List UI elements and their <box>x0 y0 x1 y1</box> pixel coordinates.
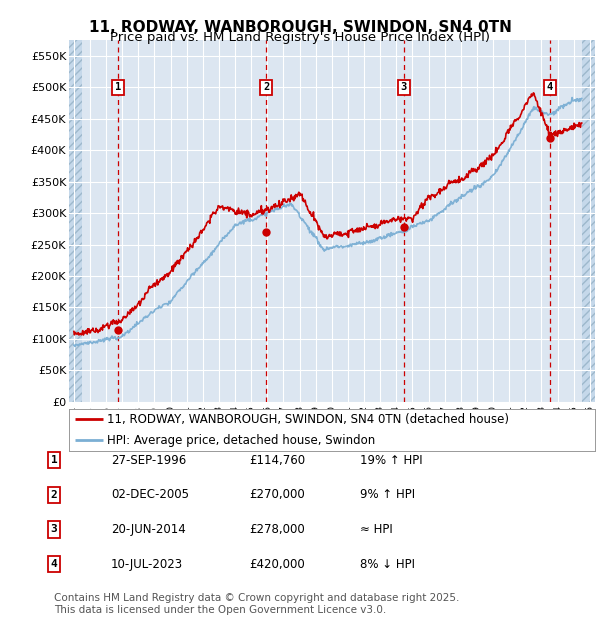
Text: £114,760: £114,760 <box>249 454 305 466</box>
Text: 2: 2 <box>263 82 269 92</box>
Text: 11, RODWAY, WANBOROUGH, SWINDON, SN4 0TN: 11, RODWAY, WANBOROUGH, SWINDON, SN4 0TN <box>89 20 511 35</box>
Text: 11, RODWAY, WANBOROUGH, SWINDON, SN4 0TN (detached house): 11, RODWAY, WANBOROUGH, SWINDON, SN4 0TN… <box>107 413 509 425</box>
Text: 2: 2 <box>50 490 58 500</box>
Text: 9% ↑ HPI: 9% ↑ HPI <box>360 489 415 501</box>
Text: 19% ↑ HPI: 19% ↑ HPI <box>360 454 422 466</box>
Text: 10-JUL-2023: 10-JUL-2023 <box>111 558 183 570</box>
Text: 8% ↓ HPI: 8% ↓ HPI <box>360 558 415 570</box>
Text: 1: 1 <box>50 455 58 465</box>
Text: 27-SEP-1996: 27-SEP-1996 <box>111 454 186 466</box>
Text: ≈ HPI: ≈ HPI <box>360 523 393 536</box>
Bar <box>69 40 82 402</box>
Bar <box>582 40 595 402</box>
Text: £278,000: £278,000 <box>249 523 305 536</box>
Text: £420,000: £420,000 <box>249 558 305 570</box>
Bar <box>582 40 595 402</box>
Bar <box>69 40 82 402</box>
Text: HPI: Average price, detached house, Swindon: HPI: Average price, detached house, Swin… <box>107 434 376 446</box>
Text: 4: 4 <box>547 82 553 92</box>
Text: Contains HM Land Registry data © Crown copyright and database right 2025.
This d: Contains HM Land Registry data © Crown c… <box>54 593 460 615</box>
Text: 1: 1 <box>115 82 121 92</box>
Text: 4: 4 <box>50 559 58 569</box>
Text: 3: 3 <box>401 82 407 92</box>
Text: Price paid vs. HM Land Registry's House Price Index (HPI): Price paid vs. HM Land Registry's House … <box>110 31 490 44</box>
Text: £270,000: £270,000 <box>249 489 305 501</box>
Text: 02-DEC-2005: 02-DEC-2005 <box>111 489 189 501</box>
Text: 20-JUN-2014: 20-JUN-2014 <box>111 523 186 536</box>
Text: 3: 3 <box>50 525 58 534</box>
